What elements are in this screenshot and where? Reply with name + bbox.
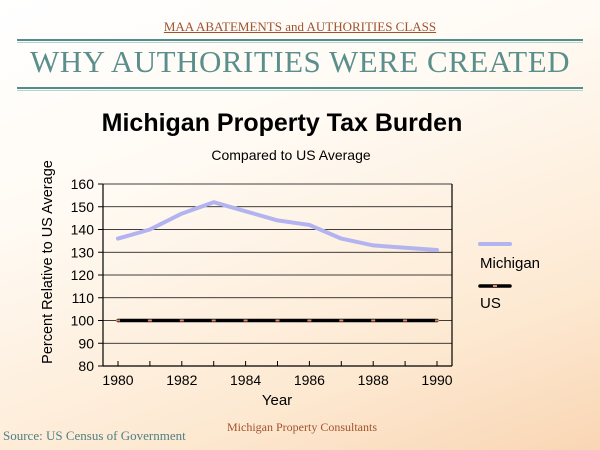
data-point-us — [403, 319, 408, 322]
data-point-michigan — [148, 228, 152, 231]
data-point-us — [147, 319, 152, 322]
slide-title: WHY AUTHORITIES WERE CREATED — [29, 44, 571, 79]
data-point-michigan — [307, 223, 311, 227]
legend-label-us: US — [480, 295, 501, 312]
data-point-us — [179, 319, 184, 322]
y-tick-label: 130 — [71, 244, 95, 260]
data-point-michigan — [276, 218, 279, 222]
data-point-michigan — [403, 246, 407, 250]
x-tick-label: 1982 — [166, 372, 197, 388]
data-point-us — [435, 319, 439, 322]
footer-credit: Michigan Property Consultants — [227, 420, 377, 434]
series-line-michigan — [116, 200, 439, 252]
title-rule-top-shadow — [17, 42, 583, 43]
data-point-us — [243, 319, 248, 322]
data-point-us — [371, 319, 376, 322]
chart-subtitle: Compared to US Average — [211, 147, 370, 163]
y-tick-label: 160 — [71, 176, 95, 192]
course-title: MAA ABATEMENTS and AUTHORITIES CLASS — [163, 19, 437, 34]
y-tick-label: 80 — [78, 358, 94, 374]
legend-label-michigan: Michigan — [480, 255, 540, 272]
data-point-us — [211, 319, 216, 322]
data-point-michigan — [212, 200, 216, 204]
data-point-michigan — [435, 248, 439, 252]
x-tick-label: 1986 — [294, 372, 325, 388]
x-tick-label: 1984 — [230, 372, 261, 388]
y-axis-label: Percent Relative to US Average — [40, 160, 56, 364]
data-point-michigan — [339, 237, 343, 241]
data-point-michigan — [116, 237, 120, 241]
title-rule-top — [17, 39, 583, 41]
y-tick-label: 140 — [71, 222, 95, 238]
y-tick-label: 90 — [78, 335, 94, 351]
title-rule-bottom — [17, 87, 583, 89]
y-tick-label: 150 — [71, 199, 95, 215]
data-point-michigan — [180, 212, 184, 216]
data-point-us — [275, 319, 280, 322]
y-tick-label: 120 — [71, 267, 95, 283]
source-note: Source: US Census of Government — [3, 428, 186, 443]
y-tick-label: 110 — [72, 290, 95, 306]
data-point-michigan — [371, 243, 375, 247]
x-axis-label: Year — [262, 392, 292, 409]
title-rule-bottom-shadow — [17, 90, 583, 91]
x-tick-label: 1990 — [421, 372, 452, 388]
y-tick-label: 100 — [71, 313, 95, 329]
data-point-us — [307, 319, 312, 322]
data-point-us — [339, 319, 344, 322]
chart-title: Michigan Property Tax Burden — [102, 109, 463, 137]
x-tick-label: 1988 — [358, 372, 389, 388]
x-tick-label: 1980 — [102, 372, 133, 388]
legend-marker-us — [493, 285, 497, 287]
data-point-us — [116, 319, 120, 322]
data-point-michigan — [244, 209, 248, 213]
